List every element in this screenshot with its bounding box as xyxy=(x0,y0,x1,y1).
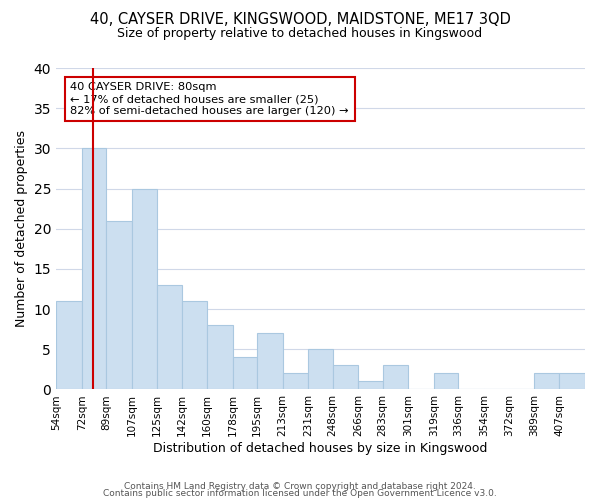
Bar xyxy=(131,188,157,390)
Bar xyxy=(157,285,182,390)
Y-axis label: Number of detached properties: Number of detached properties xyxy=(15,130,28,327)
Bar xyxy=(283,374,308,390)
Bar xyxy=(559,374,585,390)
Bar xyxy=(257,333,283,390)
Bar xyxy=(358,382,383,390)
Bar xyxy=(182,301,207,390)
Bar xyxy=(56,301,82,390)
X-axis label: Distribution of detached houses by size in Kingswood: Distribution of detached houses by size … xyxy=(154,442,488,455)
Text: 40 CAYSER DRIVE: 80sqm
← 17% of detached houses are smaller (25)
82% of semi-det: 40 CAYSER DRIVE: 80sqm ← 17% of detached… xyxy=(70,82,349,116)
Bar xyxy=(233,358,257,390)
Bar xyxy=(207,325,233,390)
Bar xyxy=(106,220,131,390)
Bar xyxy=(332,366,358,390)
Bar xyxy=(308,350,332,390)
Text: Contains public sector information licensed under the Open Government Licence v3: Contains public sector information licen… xyxy=(103,490,497,498)
Text: Contains HM Land Registry data © Crown copyright and database right 2024.: Contains HM Land Registry data © Crown c… xyxy=(124,482,476,491)
Bar xyxy=(533,374,559,390)
Bar xyxy=(383,366,408,390)
Bar xyxy=(82,148,106,390)
Bar xyxy=(434,374,458,390)
Text: Size of property relative to detached houses in Kingswood: Size of property relative to detached ho… xyxy=(118,28,482,40)
Text: 40, CAYSER DRIVE, KINGSWOOD, MAIDSTONE, ME17 3QD: 40, CAYSER DRIVE, KINGSWOOD, MAIDSTONE, … xyxy=(89,12,511,28)
